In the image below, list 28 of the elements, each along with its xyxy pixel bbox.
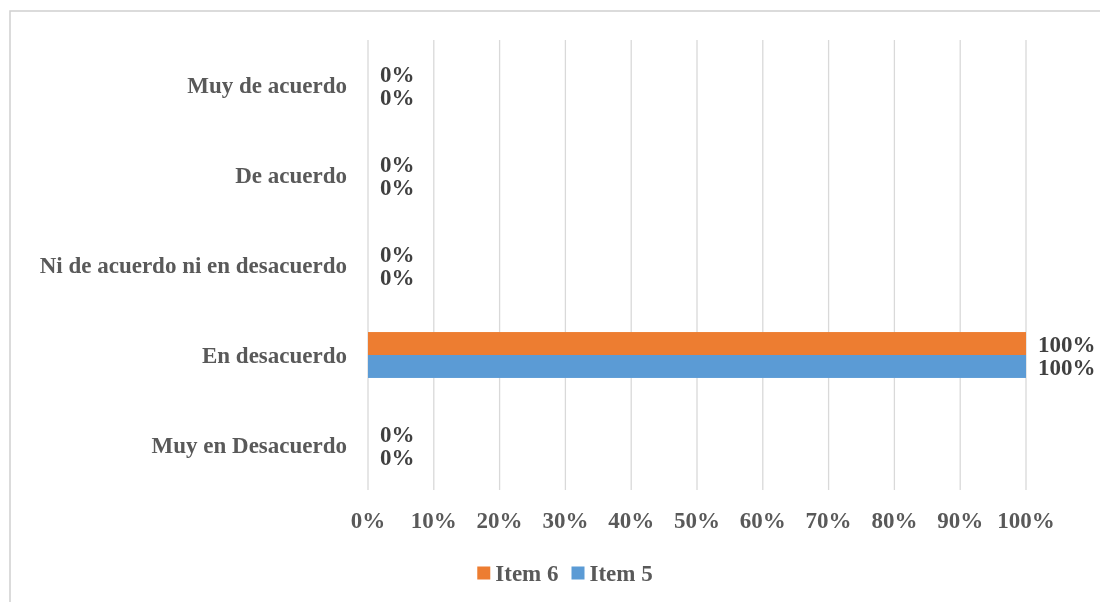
x-tick-label: 50% [674, 508, 720, 534]
data-label: 100% [1038, 331, 1096, 357]
x-tick-label: 30% [542, 508, 589, 534]
x-tick-label: 70% [805, 508, 852, 534]
data-label: 0% [380, 264, 415, 290]
x-tick-label: 10% [410, 508, 457, 534]
x-tick-label: 20% [476, 508, 523, 534]
y-tick-label: De acuerdo [235, 163, 347, 189]
y-tick-label: Muy de acuerdo [187, 73, 347, 99]
data-label: 0% [380, 84, 415, 110]
data-label: 0% [380, 421, 415, 447]
data-label: 0% [380, 151, 415, 177]
data-label: 0% [380, 444, 415, 470]
legend-label: Item 6 [495, 561, 559, 587]
x-tick-label: 90% [937, 508, 984, 534]
x-tick-label: 80% [871, 508, 918, 534]
x-tick-label: 40% [608, 508, 655, 534]
y-tick-label: Muy en Desacuerdo [151, 433, 347, 459]
y-tick-label: Ni de acuerdo ni en desacuerdo [39, 253, 347, 279]
x-tick-label: 60% [739, 508, 786, 534]
data-label: 0% [380, 61, 415, 87]
data-label: 0% [380, 241, 415, 267]
x-tick-label: 100% [997, 508, 1055, 534]
legend-label: Item 5 [589, 561, 653, 587]
y-tick-label: En desacuerdo [201, 343, 347, 369]
data-label: 0% [380, 174, 415, 200]
data-label: 100% [1038, 354, 1096, 380]
x-tick-label: 0% [350, 508, 386, 534]
